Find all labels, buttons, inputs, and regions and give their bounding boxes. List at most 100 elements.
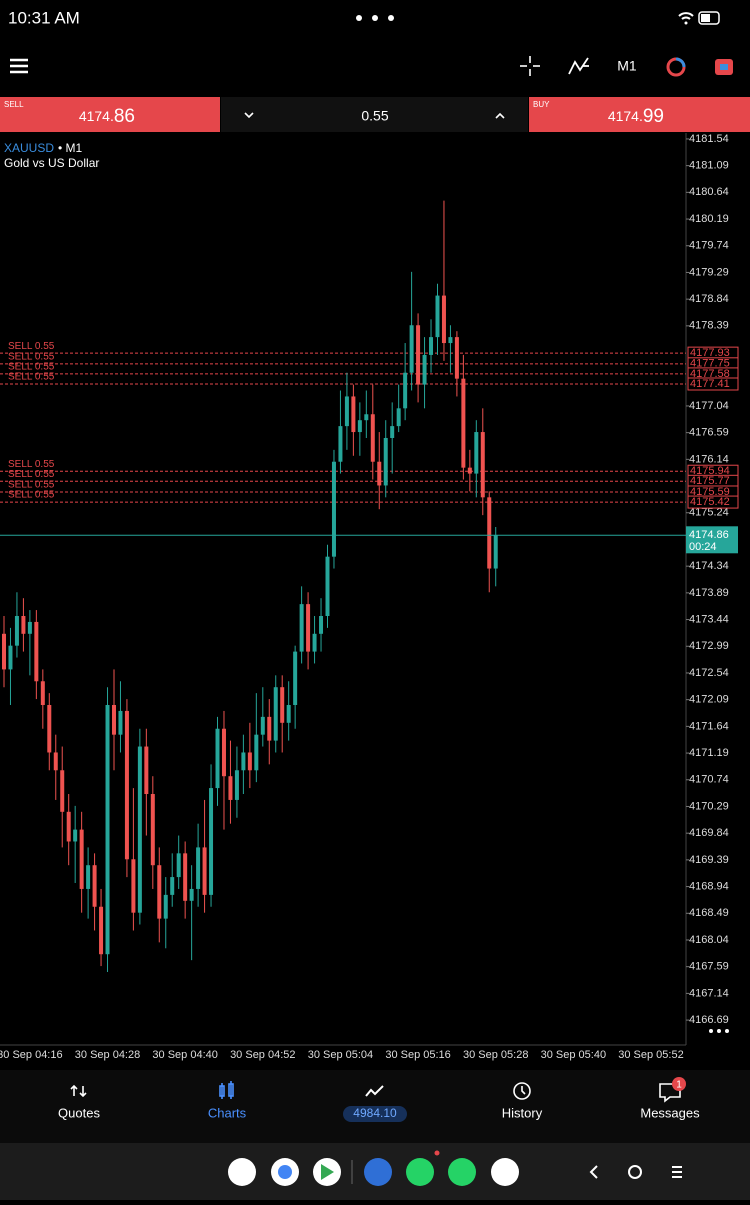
y-tick-label: 4180.19 [689,213,729,225]
candle-body [403,372,408,409]
timeframe-button[interactable]: M1 [617,58,637,74]
candle-body [306,604,311,652]
candle-body [467,467,472,474]
nav-label[interactable]: Messages [640,1105,700,1120]
candle-body [144,746,149,795]
candle-body [422,354,427,385]
order-price-label: 4175.59 [690,486,730,498]
objects-button[interactable] [666,57,686,77]
sell-price-main: 4174. [79,108,114,124]
x-tick-label: 30 Sep 05:40 [541,1049,606,1061]
y-tick-label: 4181.09 [689,160,729,172]
symbol-line: XAUUSD • M1 [4,141,83,155]
candle-body [370,414,375,462]
charts-icon [219,1081,234,1099]
order-label: SELL 0.55 [8,372,55,383]
candle-body [280,687,285,723]
y-tick-label: 4175.24 [689,507,729,519]
y-tick-label: 4176.14 [689,453,729,465]
candle-body [2,633,6,670]
x-tick-label: 30 Sep 05:04 [308,1049,373,1061]
status-dots [356,15,394,21]
x-tick-label: 30 Sep 04:16 [0,1049,63,1061]
volume[interactable]: 0.55 [361,108,388,124]
nav-label[interactable]: Quotes [58,1105,100,1120]
order-price-label: 4177.41 [690,378,730,390]
y-tick-label: 4172.09 [689,694,729,706]
order-label: SELL 0.55 [8,341,55,352]
nav-label[interactable]: Charts [208,1105,247,1120]
order-price-label: 4177.75 [690,358,730,370]
candle-body [40,681,45,706]
nav-label[interactable]: History [502,1105,543,1120]
candle-body [267,716,272,741]
chart-more[interactable] [709,1029,729,1033]
candle-body [73,829,78,842]
order-price-box [687,495,739,509]
candle-body [351,396,356,433]
y-tick-label: 4168.94 [689,880,729,892]
candle-body [416,325,421,385]
y-tick-label: 4179.29 [689,266,729,278]
candle-body [260,716,265,735]
candle-body [79,829,84,889]
candle-body [8,645,13,670]
y-tick-label: 4168.49 [689,907,729,919]
y-tick-label: 4181.54 [689,133,729,145]
crosshair-button[interactable] [520,56,540,76]
candle-body [111,705,116,735]
status-icons [678,11,720,25]
x-tick-label: 30 Sep 05:16 [385,1049,450,1061]
volume-down[interactable] [244,112,254,119]
sell-button[interactable] [0,97,220,132]
candle-body [189,888,194,901]
y-tick-label: 4169.39 [689,854,729,866]
order-price-label: 4177.58 [690,368,730,380]
candle-body [312,633,317,652]
order-price-label: 4175.77 [690,475,730,487]
x-tick-label: 30 Sep 04:52 [230,1049,295,1061]
candle-body [429,337,434,355]
volume-up[interactable] [495,112,505,119]
trade-button[interactable] [715,59,733,75]
system-nav[interactable] [589,1165,682,1179]
candle-body [480,432,485,498]
order-price-label: 4175.42 [690,496,730,508]
candle-body [53,752,58,771]
menu-button[interactable] [10,58,28,74]
symbol: XAUUSD [4,141,54,155]
y-tick-label: 4166.69 [689,1014,729,1026]
order-label: SELL 0.55 [8,490,55,501]
y-tick-label: 4179.74 [689,240,729,252]
candle-body [357,420,362,433]
indicators-button[interactable] [568,57,589,75]
order-label: SELL 0.55 [8,469,55,480]
candle-body [273,687,278,741]
candle-body [105,705,110,955]
y-tick-label: 4170.29 [689,800,729,812]
y-tick-label: 4171.64 [689,720,729,732]
candle-body [319,615,324,634]
balance-pill[interactable] [343,1106,407,1122]
nav-labels: Quotes Charts History Messages [58,1105,700,1120]
candle-body [34,621,39,682]
candle-body [202,847,207,895]
candle-body [461,378,466,468]
buy-button[interactable] [529,97,750,132]
candle-body [163,894,168,919]
candle-body [215,728,220,789]
y-tick-label: 4178.39 [689,320,729,332]
candle-body [364,414,369,421]
y-tick-label: 4177.04 [689,400,729,412]
candle-body [137,746,142,913]
candle-body [247,752,252,771]
candle-body [196,847,201,889]
chart-timeframe: • M1 [58,141,83,155]
candle-body [377,461,382,486]
candle-body [131,859,136,913]
candle-body [170,877,175,895]
candle-body [331,461,336,557]
